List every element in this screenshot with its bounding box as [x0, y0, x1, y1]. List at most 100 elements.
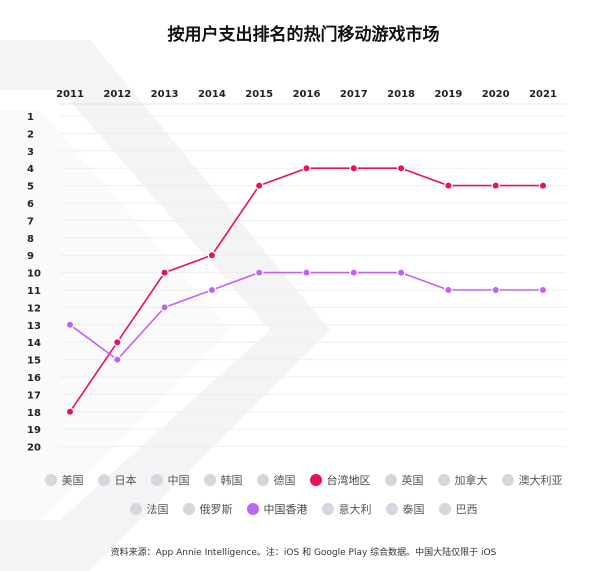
legend-row-1: 美国 日本 中国 韩国 德国 台湾地区 英国 加拿大 澳大利亚: [0, 472, 607, 488]
series-point: [113, 355, 122, 364]
legend-dot-icon: [182, 503, 195, 515]
legend-label: 英国: [401, 474, 424, 487]
x-tick-label: 2015: [245, 89, 273, 100]
series-point: [302, 163, 311, 173]
legend-label: 澳大利亚: [518, 474, 563, 487]
legend-item[interactable]: 巴西: [438, 501, 478, 517]
legend-item[interactable]: 日本: [97, 472, 137, 488]
y-tick-label: 16: [27, 373, 41, 384]
series-point: [65, 320, 75, 329]
series-point: [538, 285, 548, 295]
x-tick-label: 2012: [103, 89, 131, 100]
y-tick-label: 17: [27, 390, 41, 401]
legend-dot-icon: [150, 474, 163, 486]
series-point: [255, 181, 264, 190]
legend-row-2: 法国 俄罗斯 中国香港 意大利 泰国 巴西: [0, 501, 607, 517]
legend-item[interactable]: 韩国: [203, 472, 243, 488]
legend-dot-icon: [384, 474, 397, 486]
legend-dot-icon: [309, 474, 322, 486]
y-tick-label: 2: [27, 129, 34, 140]
legend-label: 韩国: [220, 474, 243, 487]
legend-dot-icon: [44, 474, 57, 486]
legend-item[interactable]: 加拿大: [437, 472, 488, 488]
series-point: [396, 163, 406, 173]
chart-title: 按用户支出排名的热门移动游戏市场: [167, 25, 440, 45]
series-point: [255, 268, 264, 277]
legend-dot-icon: [437, 474, 450, 486]
x-tick-label: 2018: [387, 89, 415, 100]
y-tick-label: 14: [27, 338, 41, 349]
legend-label: 加拿大: [454, 474, 488, 487]
series-point: [207, 250, 217, 260]
legend-item[interactable]: 意大利: [321, 501, 372, 517]
y-tick-label: 3: [27, 147, 34, 158]
x-tick-label: 2020: [482, 89, 510, 100]
x-tick-label: 2014: [198, 89, 226, 100]
x-tick-label: 2021: [529, 89, 557, 100]
legend-dot-icon: [129, 503, 142, 515]
legend-item[interactable]: 台湾地区: [309, 472, 371, 488]
x-tick-label: 2013: [151, 89, 179, 100]
x-axis-labels: 2011 2012 2013 2014 2015 2016 2017 2018 2019 2020…: [56, 89, 557, 100]
legend-item[interactable]: 泰国: [385, 501, 425, 517]
legend-label: 中国: [167, 474, 190, 487]
legend-label: 日本: [114, 474, 137, 487]
legend-label: 台湾地区: [326, 474, 371, 487]
legend-label: 泰国: [402, 503, 425, 516]
y-tick-label: 4: [27, 164, 34, 175]
legend-item[interactable]: 中国: [150, 472, 190, 488]
y-tick-label: 7: [27, 216, 34, 227]
y-tick-label: 9: [27, 251, 34, 262]
legend-item[interactable]: 俄罗斯: [182, 501, 233, 517]
series-point: [160, 268, 169, 277]
series-point: [538, 181, 548, 190]
y-tick-label: 6: [27, 199, 34, 210]
legend-item[interactable]: 中国香港: [246, 501, 308, 517]
y-tick-label: 18: [27, 408, 41, 419]
x-tick-label: 2016: [293, 89, 321, 100]
grid-lines: [60, 103, 566, 448]
y-tick-label: 1: [27, 112, 34, 123]
series-point: [349, 163, 358, 173]
series-point: [444, 181, 453, 190]
series-point: [207, 285, 217, 295]
x-tick-label: 2017: [340, 89, 368, 100]
legend-label: 俄罗斯: [199, 503, 233, 516]
legend-dot-icon: [321, 503, 334, 515]
legend-dot-icon: [246, 503, 259, 515]
legend-item[interactable]: 英国: [384, 472, 424, 488]
legend-label: 法国: [146, 503, 169, 516]
series-point: [491, 285, 500, 295]
legend-label: 巴西: [455, 503, 478, 516]
series-point: [491, 181, 500, 190]
y-tick-label: 11: [27, 286, 41, 297]
series-point: [349, 268, 358, 277]
series-lines: [65, 163, 548, 416]
legend-label: 中国香港: [263, 503, 308, 516]
legend-dot-icon: [385, 503, 398, 515]
series-point: [444, 285, 453, 295]
y-tick-label: 19: [27, 425, 41, 436]
legend-item[interactable]: 澳大利亚: [501, 472, 563, 488]
x-tick-label: 2019: [434, 89, 462, 100]
legend-item[interactable]: 美国: [44, 472, 84, 488]
legend-label: 意大利: [338, 503, 372, 516]
source-note: 资料来源：App Annie Intelligence。注：iOS 和 Goog…: [110, 548, 497, 558]
y-tick-label: 10: [27, 269, 41, 280]
series-point: [113, 338, 122, 347]
legend-label: 美国: [61, 474, 84, 487]
legend-label: 德国: [273, 474, 296, 487]
series-point: [160, 303, 169, 312]
legend-item[interactable]: 德国: [256, 472, 296, 488]
legend-dot-icon: [203, 474, 216, 486]
series-point: [65, 407, 75, 416]
legend-dot-icon: [438, 503, 451, 515]
y-tick-label: 13: [27, 321, 41, 332]
series-line-1: [69, 271, 543, 361]
x-tick-label: 2011: [56, 89, 84, 100]
y-tick-label: 15: [27, 356, 41, 367]
legend-item[interactable]: 法国: [129, 501, 169, 517]
